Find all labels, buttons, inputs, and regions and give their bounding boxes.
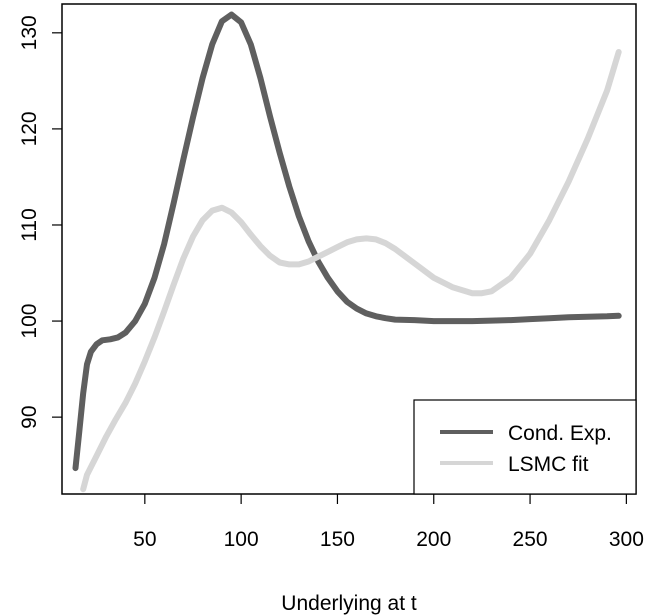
plot-frame: [61, 3, 637, 495]
y-tick-label: 100: [18, 304, 41, 339]
x-tick-label: 250: [513, 528, 548, 551]
x-tick-label: 100: [224, 528, 259, 551]
legend-label-cond-exp: Cond. Exp.: [508, 422, 612, 445]
y-tick-label: 130: [18, 15, 41, 50]
legend-label-lsmc-fit: LSMC fit: [508, 453, 589, 476]
x-axis-title: Underlying at t: [281, 592, 417, 615]
x-tick-label: 50: [133, 528, 156, 551]
legend-box: [413, 399, 637, 495]
y-tick-label: 110: [18, 208, 41, 241]
y-tick-label: 90: [18, 405, 41, 428]
x-tick-label: 200: [416, 528, 451, 551]
y-tick-label: 120: [18, 111, 41, 146]
legend: Cond. Exp. LSMC fit: [413, 399, 637, 495]
series-line-lsmc-fit: [80, 49, 622, 493]
x-tick-label: 300: [609, 528, 644, 551]
x-tick-label: 150: [320, 528, 355, 551]
series-line-cond-exp: [72, 11, 622, 472]
